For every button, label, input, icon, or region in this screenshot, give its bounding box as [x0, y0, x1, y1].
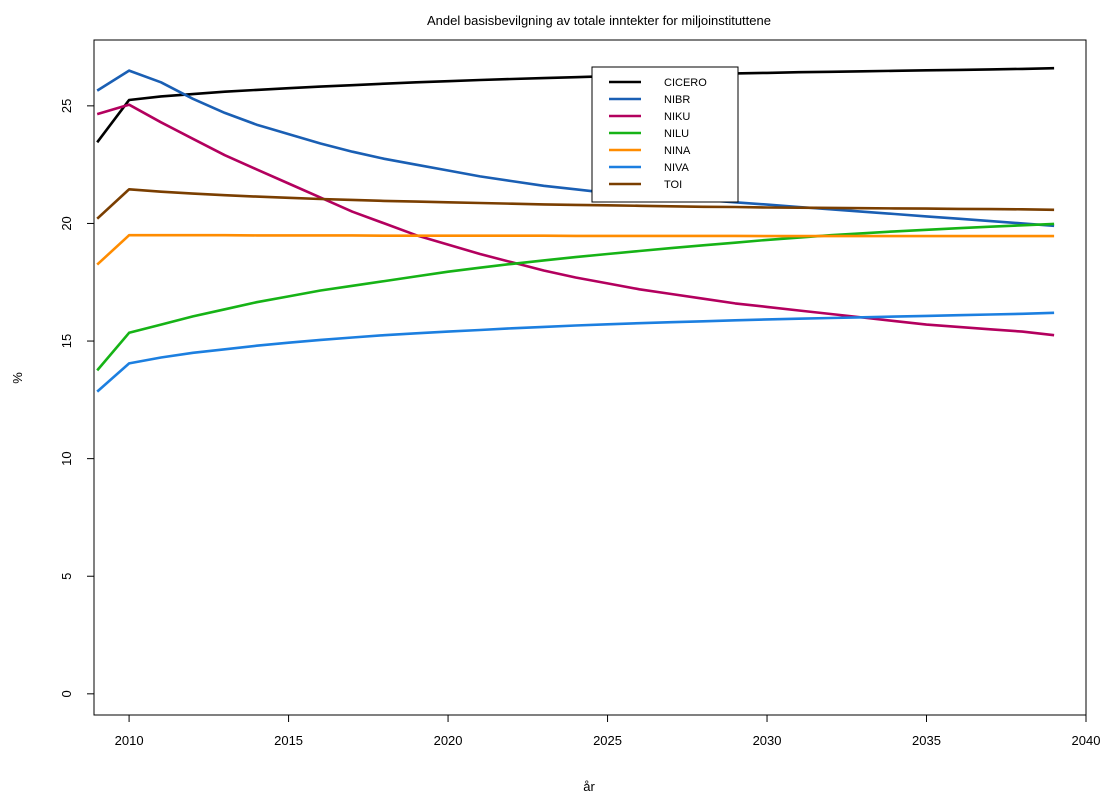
- legend-box: [591, 66, 739, 203]
- y-axis: 0 5 10 15 20 25: [59, 99, 94, 697]
- x-axis-title: år: [583, 779, 595, 794]
- y-axis-title: %: [10, 372, 25, 384]
- x-tick-label: 2035: [912, 733, 941, 748]
- y-tick-label: 15: [59, 334, 74, 348]
- legend-label-nilu: NILU: [664, 128, 689, 140]
- legend-label-nina: NINA: [664, 145, 691, 157]
- series-line-niku: [96, 103, 1055, 337]
- x-axis: 2010 2015 2020 2025 2030 2035 2040: [115, 715, 1101, 748]
- x-tick-label: 2030: [753, 733, 782, 748]
- legend: CICERO NIBR NIKU NILU NINA NIVA TOI: [591, 66, 739, 203]
- x-tick-label: 2025: [593, 733, 622, 748]
- x-tick-label: 2015: [274, 733, 303, 748]
- series-line-cicero: [96, 66, 1055, 144]
- legend-label-niku: NIKU: [664, 111, 690, 123]
- series-line-niva: [96, 311, 1055, 393]
- series-line-toi: [96, 188, 1055, 220]
- x-tick-label: 2040: [1072, 733, 1101, 748]
- y-tick-label: 0: [59, 690, 74, 697]
- y-tick-label: 20: [59, 216, 74, 230]
- x-tick-label: 2010: [115, 733, 144, 748]
- x-tick-label: 2020: [434, 733, 463, 748]
- series-line-nibr: [96, 69, 1055, 228]
- series-lines: [96, 66, 1055, 393]
- y-tick-label: 10: [59, 451, 74, 465]
- legend-label-cicero: CICERO: [664, 77, 707, 89]
- series-line-nilu: [96, 222, 1055, 372]
- series-line-nina: [96, 233, 1055, 266]
- plot-frame: [93, 39, 1087, 716]
- chart-title: Andel basisbevilgning av totale inntekte…: [427, 13, 771, 28]
- legend-label-nibr: NIBR: [664, 94, 690, 106]
- y-tick-label: 25: [59, 99, 74, 113]
- legend-label-niva: NIVA: [664, 162, 690, 174]
- legend-label-toi: TOI: [664, 179, 682, 191]
- y-tick-label: 5: [59, 573, 74, 580]
